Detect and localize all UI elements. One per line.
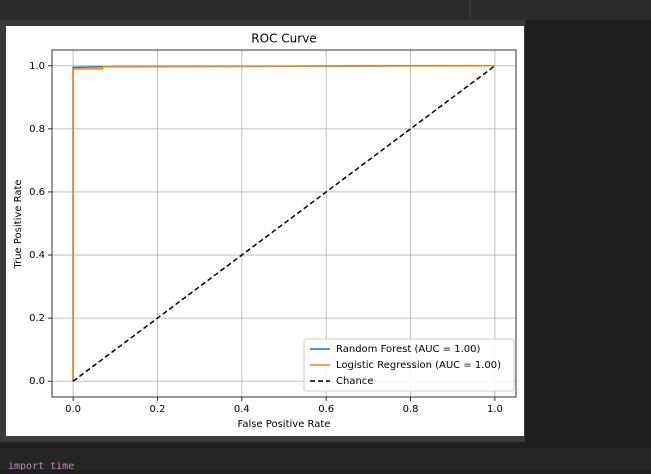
y-tick-label: 1.0 [29,61,45,72]
x-axis-label: False Positive Rate [238,419,331,430]
toolbar [0,0,651,20]
legend-label: Random Forest (AUC = 1.00) [336,344,480,355]
y-tick-label: 0.8 [29,124,45,135]
x-tick-label: 0.8 [403,404,419,415]
chart-title: ROC Curve [251,32,316,46]
legend-label: Logistic Regression (AUC = 1.00) [336,360,501,371]
x-tick-label: 0.6 [318,404,334,415]
y-tick-label: 0.4 [29,250,45,261]
y-tick-label: 0.2 [29,313,45,324]
roc-line [72,65,495,382]
y-tick-label: 0.0 [29,376,45,387]
x-tick-label: 0.4 [234,404,250,415]
x-tick-label: 1.0 [487,404,503,415]
x-tick-label: 0.2 [150,404,166,415]
plot: ROC Curve False Positive Rate True Posit… [13,32,517,430]
y-axis-label: True Positive Rate [13,179,24,269]
legend-box [303,338,515,392]
y-tick-label: 0.6 [29,187,45,198]
code-text: import time [8,461,74,470]
axes-frame [51,49,517,398]
code-cell [0,448,651,470]
legend-label: Chance [336,376,373,387]
x-tick-label: 0.0 [65,404,81,415]
